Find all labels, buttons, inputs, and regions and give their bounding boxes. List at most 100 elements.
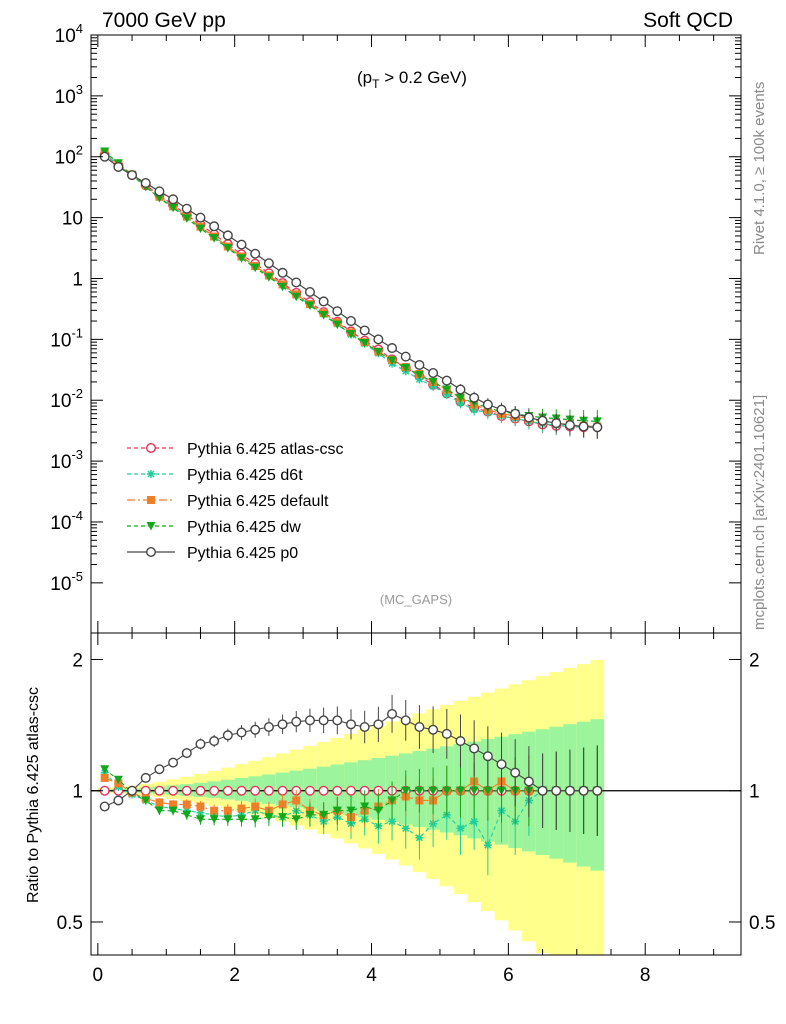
legend-label: Pythia 6.425 dw [187,519,301,536]
data-point [537,415,548,426]
cut-label: (pT > 0.2 GeV) [357,68,467,91]
y-tick-label: 102 [55,143,83,169]
data-point [209,221,220,232]
x-tick-label: 6 [503,965,514,986]
data-point [182,214,192,223]
data-point [223,244,233,253]
ratio-point [113,795,124,806]
ratio-point [182,810,192,820]
ratio-point [442,786,452,796]
ratio-point [523,776,534,787]
ratio-y-tick-label-right: 0.5 [749,913,775,934]
data-point [442,385,452,395]
data-point [100,147,110,156]
data-point [455,384,466,395]
x-tick-label: 8 [640,965,651,986]
legend-label: Pythia 6.425 atlas-csc [187,441,344,458]
data-point [318,296,329,307]
ratio-point [469,786,479,796]
ratio-point [387,708,398,719]
ratio-point [277,719,288,730]
data-point [140,178,151,189]
ratio-point [182,800,191,809]
ratio-point [168,757,179,768]
ratio-point [195,815,205,824]
reference-point [209,785,220,796]
legend-label: Pythia 6.425 p0 [187,545,298,562]
data-point [564,420,575,431]
data-point [277,267,288,278]
legend-marker [147,470,155,478]
data-point [523,412,534,423]
ratio-point [455,786,465,796]
data-point [195,212,206,223]
data-point [414,370,424,380]
data-point [401,363,411,373]
y-tick-label: 103 [55,82,83,108]
ratio-point [387,796,397,805]
legend-marker [147,496,155,504]
ratio-point [113,775,123,785]
data-point [113,161,124,172]
reference-point [140,785,151,796]
ratio-point [305,810,315,820]
data-point [304,286,315,297]
data-point [592,422,603,433]
data-point [154,186,165,197]
series-line-0 [104,154,598,428]
ratio-point [551,785,562,796]
ratio-point [236,727,247,738]
ratio-point [332,715,343,726]
reference-point [195,785,206,796]
ratio-point [155,798,164,807]
ratio-point [441,728,452,739]
data-point [250,248,261,259]
data-point [264,273,274,282]
x-tick-label: 2 [229,965,240,986]
ratio-point [154,806,164,816]
ratio-point [414,786,424,796]
data-point [346,330,356,339]
ratio-point [415,833,424,842]
y-tick-label: 10-4 [50,508,83,534]
ratio-point [99,801,110,812]
ratio-point [168,806,178,816]
ratio-point [209,815,219,824]
ratio-point [209,736,220,747]
ratio-y-tick-label-right: 1 [749,782,760,803]
ratio-point [237,815,247,824]
y-tick-label: 10 [62,209,83,230]
header-left-label: 7000 GeV pp [102,9,226,32]
data-point [482,399,493,410]
data-point [181,203,192,214]
reference-point [154,785,165,796]
data-point [291,292,301,302]
data-point [222,230,233,241]
ratio-ylabel: Ratio to Pythia 6.425 atlas-csc [25,687,42,903]
legend: Pythia 6.425 atlas-csc Pythia 6.425 d6t Py… [127,441,344,562]
data-point [346,316,357,327]
ratio-point [127,785,138,796]
data-point [578,421,589,432]
data-point [428,377,438,387]
data-point [414,359,425,370]
ratio-point [401,824,410,833]
ratio-point [456,824,465,833]
data-point [441,375,452,386]
ratio-point [360,802,370,812]
ratio-frame [90,632,742,956]
series-line-2 [104,151,598,428]
ratio-point [250,815,260,824]
ratio-point [359,722,370,733]
y-tick-label: 10-3 [50,447,83,473]
ratio-point [264,813,274,822]
ratio-point [223,806,232,815]
reference-point [277,785,288,796]
series-line-1 [104,153,598,428]
ratio-point [319,810,329,820]
legend-label: Pythia 6.425 d6t [187,467,303,484]
y-tick-label: 10-2 [50,386,83,412]
ratio-point [278,813,288,822]
ratio-y-tick-label: 1 [72,782,83,803]
